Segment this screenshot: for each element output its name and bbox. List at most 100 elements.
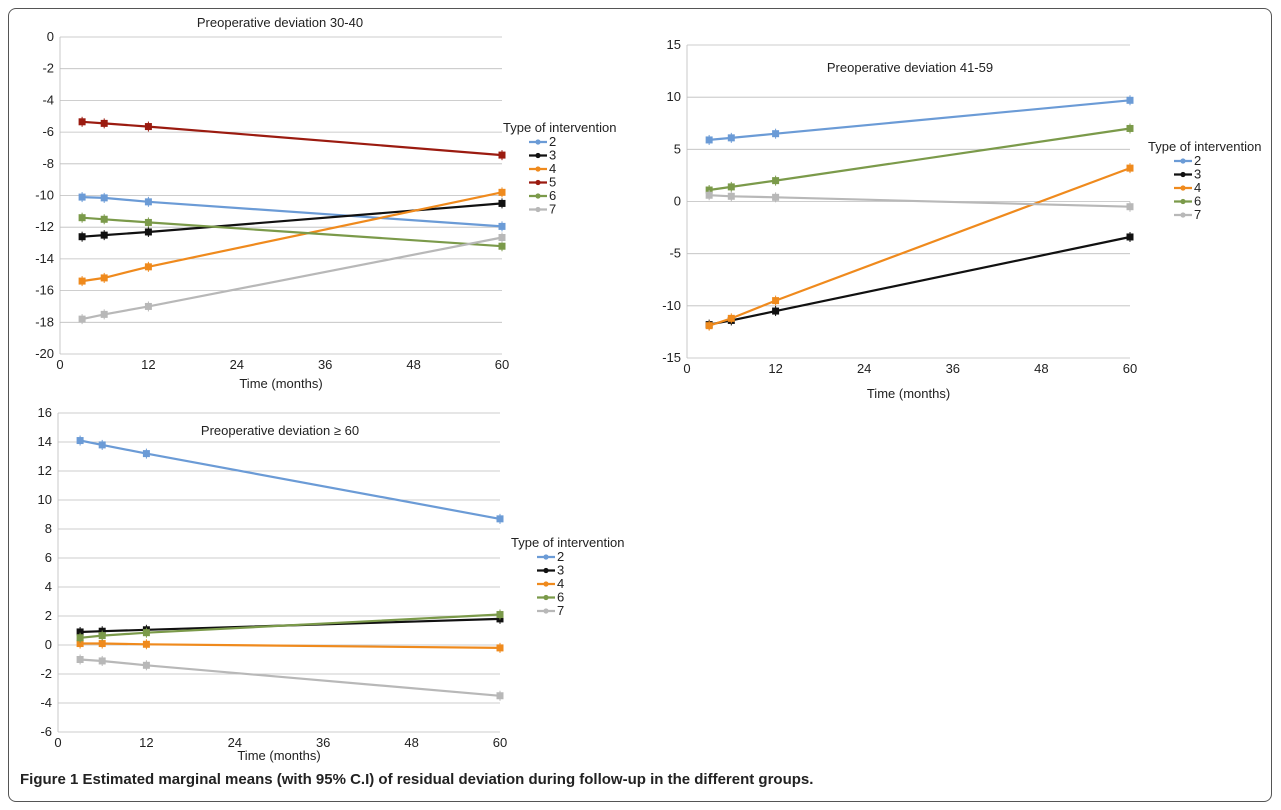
y-tick-label: 4 — [45, 579, 52, 594]
y-tick-label: -14 — [35, 251, 54, 266]
x-axis-label: Time (months) — [239, 376, 322, 391]
legend-marker — [535, 206, 541, 213]
y-tick-label: 5 — [674, 141, 681, 156]
legend-entry: 4 — [1194, 180, 1201, 195]
legend-marker — [1180, 198, 1186, 205]
legend-entry: 2 — [549, 134, 556, 149]
legend-entry: 6 — [557, 590, 564, 605]
legend-entry: 5 — [549, 175, 556, 190]
legend-entry: 7 — [1194, 207, 1201, 222]
y-tick-label: -2 — [42, 61, 54, 76]
x-tick-label: 48 — [406, 357, 420, 372]
legend-entry: 4 — [549, 161, 556, 176]
y-tick-label: -12 — [35, 219, 54, 234]
x-tick-label: 36 — [946, 361, 960, 376]
legend-title: Type of intervention — [1148, 139, 1261, 154]
series-line-4 — [708, 167, 1131, 327]
legend-title: Type of intervention — [503, 120, 616, 135]
chart-panel-0: 0-2-4-6-8-10-12-14-16-18-200 12 24 36 48 60Pr… — [35, 15, 616, 391]
legend-entry: 3 — [549, 148, 556, 163]
y-tick-label: -18 — [35, 314, 54, 329]
figure-frame — [8, 8, 1272, 802]
legend-entry: 2 — [1194, 153, 1201, 168]
y-tick-label: -2 — [40, 666, 52, 681]
x-axis-label: Time (months) — [867, 386, 950, 401]
legend-marker — [535, 193, 541, 199]
x-tick-label: 12 — [141, 357, 155, 372]
y-tick-label: 6 — [45, 550, 52, 565]
x-tick-label: 48 — [1034, 361, 1048, 376]
series-line-7 — [709, 194, 1131, 208]
series-line-2 — [709, 99, 1131, 141]
chart-title: Preoperative deviation 30-40 — [197, 15, 363, 30]
legend-marker — [1180, 212, 1186, 218]
x-axis-label: Time (months) — [237, 748, 320, 763]
legend-entry: 2 — [557, 549, 564, 564]
y-tick-label: -15 — [662, 350, 681, 365]
x-tick-label: 0 — [56, 357, 63, 372]
series-line-2 — [82, 196, 503, 228]
series-line-3 — [82, 202, 503, 238]
y-tick-label: -20 — [35, 346, 54, 361]
y-tick-label: 10 — [38, 492, 52, 507]
legend-marker — [543, 581, 549, 587]
y-tick-label: -4 — [40, 695, 52, 710]
x-tick-label: 24 — [230, 357, 244, 372]
y-tick-label: -8 — [42, 156, 54, 171]
x-tick-label: 24 — [857, 361, 871, 376]
y-tick-label: 14 — [38, 434, 52, 449]
legend-marker — [543, 594, 549, 601]
x-tick-label: 12 — [139, 735, 153, 750]
legend-title: Type of intervention — [511, 535, 624, 550]
series-line-6 — [79, 613, 501, 639]
legend-marker — [535, 166, 541, 172]
y-tick-label: -4 — [42, 92, 54, 107]
series-line-6 — [82, 216, 503, 248]
legend-entry: 3 — [1194, 167, 1201, 182]
legend-entry: 3 — [557, 563, 564, 578]
legend-marker — [535, 139, 541, 145]
series-line-2 — [79, 439, 501, 520]
legend-marker — [535, 179, 541, 186]
x-tick-label: 60 — [493, 735, 507, 750]
legend-marker — [543, 608, 549, 614]
x-tick-label: 12 — [768, 361, 782, 376]
series-line-6 — [708, 127, 1131, 192]
x-tick-label: 0 — [683, 361, 690, 376]
legend-entry: 7 — [549, 202, 556, 217]
figure-caption: Figure 1 Estimated marginal means (with … — [20, 771, 814, 788]
y-tick-label: -10 — [35, 188, 54, 203]
x-tick-label: 48 — [404, 735, 418, 750]
y-tick-label: 15 — [667, 37, 681, 52]
y-tick-label: -10 — [662, 298, 681, 313]
y-tick-label: 0 — [674, 194, 681, 209]
y-tick-label: 8 — [45, 521, 52, 536]
series-line-5 — [82, 120, 503, 157]
legend-marker — [535, 152, 541, 159]
y-tick-label: 0 — [45, 637, 52, 652]
legend-entry: 6 — [1194, 194, 1201, 209]
legend-entry: 7 — [557, 603, 564, 618]
y-tick-label: 10 — [667, 89, 681, 104]
series-line-7 — [81, 236, 503, 321]
legend-marker — [1180, 158, 1186, 164]
y-tick-label: 12 — [38, 463, 52, 478]
x-tick-label: 36 — [316, 735, 330, 750]
legend-entry: 6 — [549, 188, 556, 203]
legend-marker — [1180, 171, 1186, 178]
y-tick-label: -5 — [669, 246, 681, 261]
chart-title: Preoperative deviation ≥ 60 — [201, 423, 359, 438]
legend-entry: 4 — [557, 576, 564, 591]
y-tick-label: 0 — [47, 29, 54, 44]
y-tick-label: 2 — [45, 608, 52, 623]
legend-marker — [543, 554, 549, 560]
series-line-4 — [80, 642, 501, 649]
x-tick-label: 0 — [54, 735, 61, 750]
y-tick-label: -6 — [40, 724, 52, 739]
x-tick-label: 60 — [495, 357, 509, 372]
y-tick-label: -6 — [42, 124, 54, 139]
chart-title: Preoperative deviation 41-59 — [827, 60, 993, 75]
x-tick-label: 24 — [228, 735, 242, 750]
